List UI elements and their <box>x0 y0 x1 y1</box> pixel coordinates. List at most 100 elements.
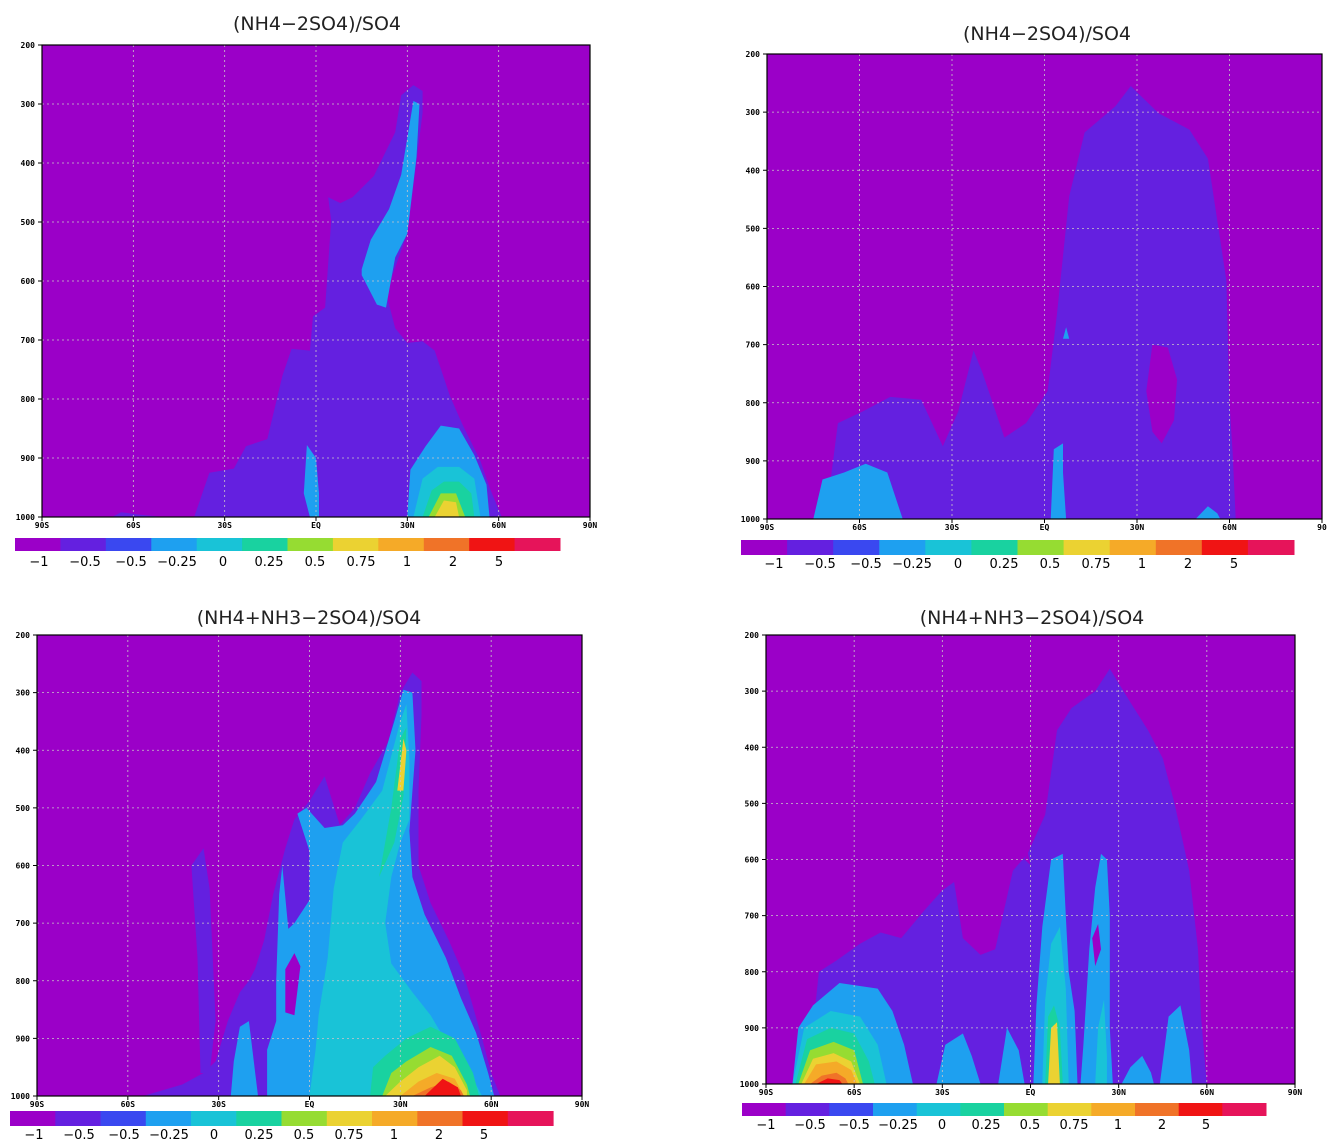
y-tick-label: 600 <box>16 862 31 871</box>
colorbar-label: −1 <box>24 1128 43 1143</box>
colorbar-swatch <box>1155 540 1203 555</box>
colorbar-label: 5 <box>480 1128 488 1143</box>
panel-top-right: (NH4−2SO4)/SO4 2003004005006007008009001… <box>741 23 1327 572</box>
colorbar-swatch <box>1063 540 1111 555</box>
contour-region <box>434 500 460 517</box>
colorbar-swatch <box>151 538 198 551</box>
colorbar-label: −0.5 <box>850 557 882 572</box>
colorbar-label: 0.75 <box>1060 1118 1089 1133</box>
colorbar-swatch <box>873 1103 918 1116</box>
panel-title: (NH4−2SO4)/SO4 <box>233 13 401 35</box>
panel-title: (NH4−2SO4)/SO4 <box>963 23 1131 45</box>
y-tick-label: 500 <box>746 224 761 233</box>
colorbar-label: 0 <box>954 557 962 572</box>
colorbar-swatch <box>15 538 61 551</box>
colorbar-swatch <box>1135 1103 1180 1116</box>
x-tick-label: 90S <box>35 521 50 530</box>
x-tick-label: 90N <box>1288 1088 1303 1097</box>
y-tick-label: 1000 <box>740 1080 759 1089</box>
colorbar: −1 −0.5 −0.5 −0.25 0 0.25 0.5 0.75 1 2 5 <box>742 1103 1267 1133</box>
colorbar-swatch <box>196 538 243 551</box>
colorbar-swatch <box>469 538 516 551</box>
colorbar-swatch <box>741 540 788 555</box>
colorbar-swatch <box>514 538 561 551</box>
colorbar-label: 0.25 <box>255 555 284 570</box>
colorbar-swatch <box>833 540 880 555</box>
colorbar-swatch <box>879 540 926 555</box>
colorbar-swatch <box>287 538 334 551</box>
x-tick-label: EQ <box>1040 523 1050 532</box>
colorbar-swatch <box>378 538 425 551</box>
colorbar-label: −0.5 <box>108 1128 140 1143</box>
colorbar-label: 0.5 <box>1040 557 1061 572</box>
y-tick-label: 900 <box>745 1024 760 1033</box>
x-tick-label: 60S <box>121 1100 136 1109</box>
colorbar-label: −0.25 <box>892 557 932 572</box>
colorbar-label: 1 <box>1114 1118 1122 1133</box>
x-tick-label: EQ <box>311 521 321 530</box>
panel-bottom-right: (NH4+NH3−2SO4)/SO4 200 300 400 500 600 700 800… <box>740 607 1303 1133</box>
y-tick-label: 1000 <box>11 1092 30 1101</box>
colorbar-label: 2 <box>435 1128 443 1143</box>
x-tick-label: 30S <box>211 1100 226 1109</box>
colorbar-swatch <box>1047 1103 1092 1116</box>
x-tick-label: 90N <box>575 1100 590 1109</box>
contour-region <box>1121 1055 1154 1084</box>
y-tick-label: 900 <box>746 457 761 466</box>
colorbar: −1 −0.5 −0.5 −0.25 0 0.25 0.5 0.75 1 2 5 <box>741 540 1295 572</box>
colorbar-swatch <box>960 1103 1005 1116</box>
panel-bottom-left: (NH4+NH3−2SO4)/SO4 200 300 400 500 600 700 800… <box>10 607 589 1143</box>
contour-region <box>1095 999 1107 1084</box>
colorbar-swatch <box>785 1103 830 1116</box>
colorbar-label: 2 <box>1184 557 1192 572</box>
x-tick-label: 60N <box>484 1100 499 1109</box>
colorbar-label: 0.5 <box>1020 1118 1041 1133</box>
x-tick-label: 60N <box>1222 523 1237 532</box>
colorbar-label: 0.5 <box>294 1128 315 1143</box>
contour-region <box>424 1078 461 1096</box>
colorbar-swatch <box>1091 1103 1136 1116</box>
colorbar-label: −1 <box>29 555 48 570</box>
y-tick-label: 700 <box>745 912 760 921</box>
colorbar-swatch <box>742 1103 787 1116</box>
colorbar: −1 −0.5 −0.5 −0.25 0 0.25 0.5 0.75 1 2 5 <box>15 538 561 570</box>
y-tick-label: 500 <box>16 804 31 813</box>
colorbar-label: −0.25 <box>157 555 197 570</box>
y-tick-label: 900 <box>21 454 36 463</box>
y-tick-label: 800 <box>745 968 760 977</box>
colorbar-label: 0.5 <box>305 555 326 570</box>
colorbar-label: 2 <box>1158 1118 1166 1133</box>
colorbar-label: 0 <box>219 555 227 570</box>
x-tick-label: 90S <box>760 523 775 532</box>
colorbar-swatch <box>145 1111 192 1126</box>
colorbar-swatch <box>423 538 470 551</box>
colorbar-swatch <box>105 538 152 551</box>
x-tick-label: 30N <box>393 1100 408 1109</box>
y-tick-label: 300 <box>746 108 761 117</box>
y-tick-label: 200 <box>16 631 31 640</box>
colorbar-label: −1 <box>764 557 783 572</box>
colorbar-label: −0.25 <box>149 1128 189 1143</box>
y-tick-label: 500 <box>745 799 760 808</box>
colorbar-swatch <box>971 540 1018 555</box>
colorbar-swatch <box>1178 1103 1223 1116</box>
colorbar-label: 0 <box>938 1118 946 1133</box>
colorbar-swatch <box>55 1111 102 1126</box>
y-tick-label: 700 <box>746 341 761 350</box>
colorbar-swatch <box>1201 540 1249 555</box>
colorbar-label: −1 <box>756 1118 775 1133</box>
x-tick-label: 30N <box>1130 523 1145 532</box>
x-tick-label: EQ <box>305 1100 315 1109</box>
y-tick-label: 800 <box>16 977 31 986</box>
contour-region <box>194 85 502 517</box>
contour-region <box>1063 327 1070 339</box>
colorbar-swatch <box>507 1111 554 1126</box>
contour-region <box>813 463 903 519</box>
panel-title: (NH4+NH3−2SO4)/SO4 <box>920 607 1145 629</box>
colorbar-label: 5 <box>1230 557 1238 572</box>
y-tick-label: 600 <box>21 277 36 286</box>
x-tick-label: 90 <box>1317 523 1327 532</box>
contour-region <box>825 86 1236 519</box>
